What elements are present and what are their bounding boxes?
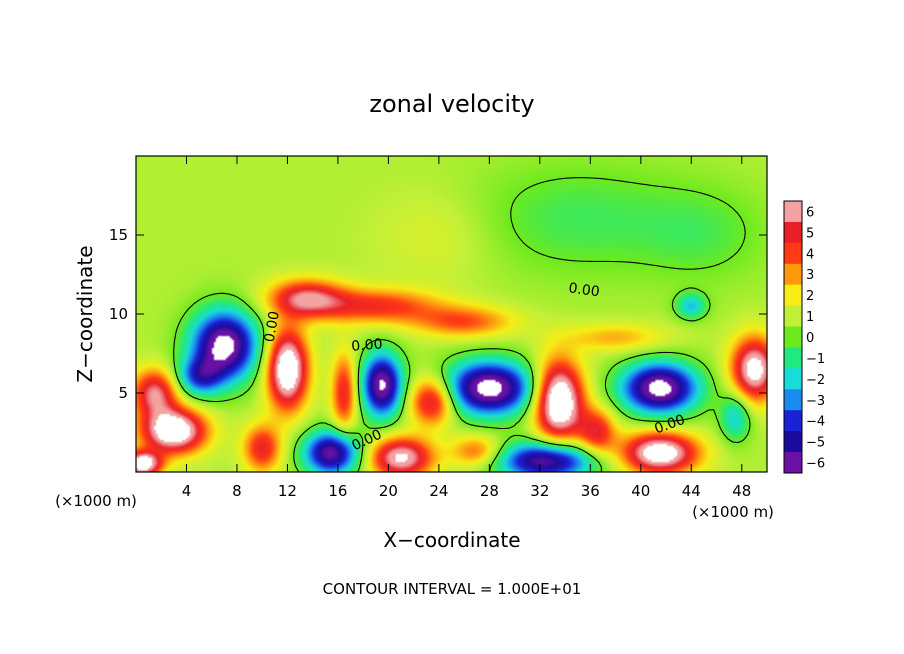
x-tick-label: 40: [631, 482, 650, 500]
colorbar-swatch: [784, 452, 802, 474]
x-tick-label: 4: [182, 482, 192, 500]
colorbar-label: −3: [806, 394, 825, 409]
contour-lines: [173, 177, 751, 472]
y-axis-label: Z−coordinate: [73, 245, 97, 382]
y-axis-ticks: 5 10 15: [109, 226, 767, 402]
colorbar-label: 5: [806, 226, 814, 241]
colorbar-swatch: [784, 347, 802, 369]
x-unit-label-left: (×1000 m): [55, 492, 137, 510]
contour-label: 0.00: [567, 280, 600, 300]
x-tick-label: 8: [232, 482, 242, 500]
colorbar-swatch: [784, 410, 802, 432]
colorbar-swatch: [784, 242, 802, 265]
velocity-field: [136, 156, 767, 472]
colorbar-swatch: [784, 284, 802, 307]
contour-label: 0.00: [262, 310, 283, 343]
colorbar-label: −4: [806, 415, 825, 430]
y-tick-label: 5: [118, 384, 128, 402]
x-axis-label: X−coordinate: [383, 528, 520, 552]
chart-title: zonal velocity: [369, 90, 534, 118]
colorbar-label: 0: [806, 331, 814, 346]
colorbar-swatch: [784, 368, 802, 390]
colorbar-swatch: [784, 326, 802, 348]
colorbar-swatch: [784, 389, 802, 411]
x-unit-label-right: (×1000 m): [692, 503, 774, 521]
colorbar-swatch: [784, 263, 802, 286]
colorbar-label: 6: [806, 205, 814, 220]
x-tick-label: 28: [480, 482, 499, 500]
colorbar-label: −2: [806, 373, 825, 388]
colorbar-swatch: [784, 305, 802, 328]
x-tick-label: 32: [530, 482, 549, 500]
colorbar-swatch: [784, 201, 802, 223]
colorbar-label: 3: [806, 268, 814, 283]
colorbar-label: 1: [806, 310, 814, 325]
colorbar-label: −1: [806, 352, 825, 367]
colorbar: 6 5 4 3 2 1 0 −1 −2 −3 −4 −5 −6: [783, 200, 825, 474]
colorbar-label: −6: [806, 457, 825, 472]
colorbar-label: 2: [806, 289, 814, 304]
x-tick-label: 12: [278, 482, 297, 500]
x-tick-label: 36: [581, 482, 600, 500]
x-tick-label: 20: [379, 482, 398, 500]
plot-area: 0.000.000.000.000.00: [136, 156, 767, 472]
x-tick-label: 16: [328, 482, 347, 500]
colorbar-label: 4: [806, 247, 814, 262]
colorbar-label: −5: [806, 436, 825, 451]
colorbar-swatch: [784, 431, 802, 453]
contour-label: 0.00: [351, 336, 383, 355]
x-tick-label: 44: [682, 482, 701, 500]
zero-contour-line: [173, 177, 751, 472]
x-tick-label: 24: [429, 482, 448, 500]
contour-interval-footer: CONTOUR INTERVAL = 1.000E+01: [323, 580, 582, 598]
colorbar-frame: [783, 200, 803, 474]
y-tick-label: 15: [109, 226, 128, 244]
y-tick-label: 10: [109, 305, 128, 323]
x-axis-ticks: 4 8 12 16 20 24 28 32 36 40 44 48: [182, 156, 751, 500]
colorbar-swatch: [784, 221, 802, 244]
x-tick-label: 48: [732, 482, 751, 500]
